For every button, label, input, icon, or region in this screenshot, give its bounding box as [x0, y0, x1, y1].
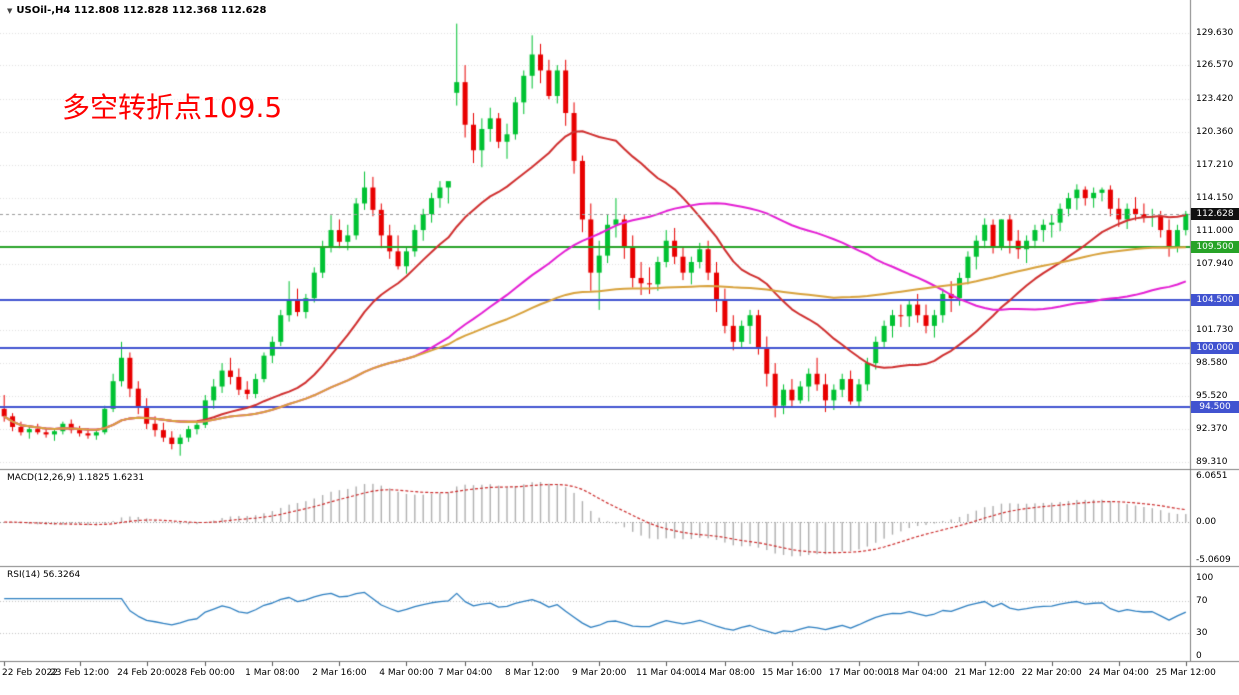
collapse-triangle-icon[interactable]: ▼ — [7, 6, 13, 15]
rsi-indicator-label: RSI(14) 56.3264 — [7, 570, 81, 580]
annotation-text[interactable]: 多空转折点109.5 — [62, 91, 283, 124]
macd-indicator-label: MACD(12,26,9) 1.1825 1.6231 — [7, 473, 145, 483]
chart-title-text: USOil-,H4 112.808 112.828 112.368 112.62… — [16, 5, 267, 16]
chart-title: ▼ USOil-,H4 112.808 112.828 112.368 112.… — [7, 5, 266, 16]
